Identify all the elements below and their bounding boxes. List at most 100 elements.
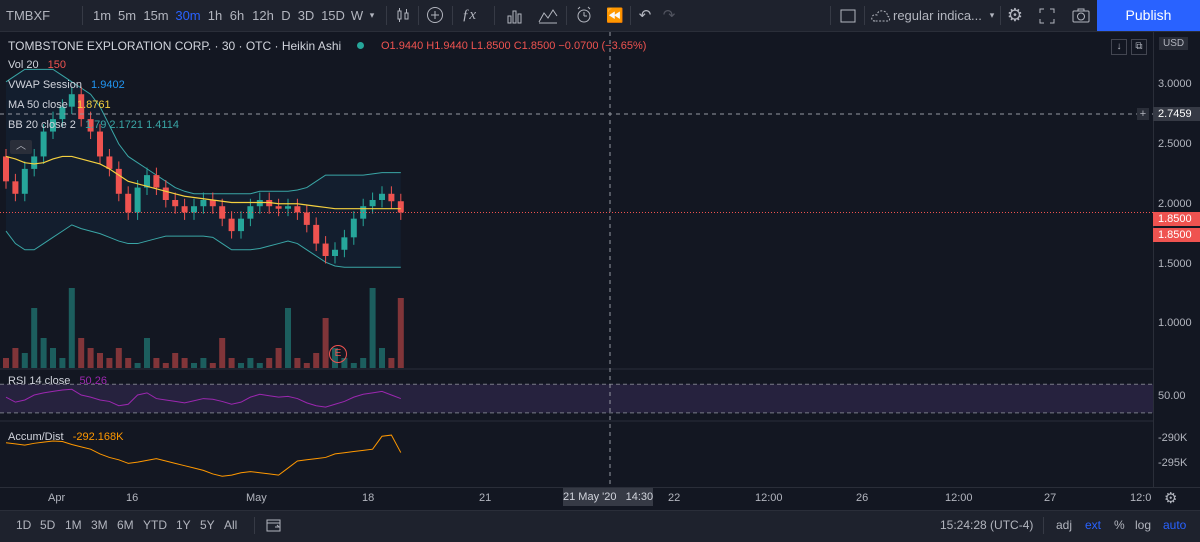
interval-dropdown-icon[interactable]: ▾ xyxy=(369,10,375,20)
candle-body xyxy=(125,193,132,213)
interval-15d[interactable]: 15D xyxy=(321,8,345,23)
interval-1h[interactable]: 1h xyxy=(207,8,223,23)
ma-legend-value: 1.8761 xyxy=(76,99,111,111)
candle-body xyxy=(134,187,141,213)
volume-bar xyxy=(31,308,38,368)
earnings-marker-icon[interactable]: E xyxy=(329,345,347,363)
layout-icon[interactable] xyxy=(838,0,858,31)
add-alert-plus-icon[interactable]: + xyxy=(1137,108,1149,120)
publish-button[interactable]: Publish xyxy=(1097,0,1200,31)
interval-d[interactable]: D xyxy=(281,8,291,23)
range-1d[interactable]: 1D xyxy=(16,518,32,532)
candle-body xyxy=(341,237,348,250)
range-ytd[interactable]: YTD xyxy=(143,518,167,532)
chevron-down-icon[interactable]: ▾ xyxy=(989,10,995,20)
volume-bar xyxy=(200,358,207,368)
collapse-legend-icon[interactable]: ︿ xyxy=(10,140,32,154)
range-3m[interactable]: 3M xyxy=(91,518,108,532)
interval-15m[interactable]: 15m xyxy=(143,8,169,23)
volume-bar xyxy=(181,358,188,368)
range-1m[interactable]: 1M xyxy=(65,518,82,532)
rsi-axis-label: 50.00 xyxy=(1158,390,1186,402)
candle-body xyxy=(59,106,66,120)
go-to-date-icon[interactable] xyxy=(266,518,282,536)
volume-bar xyxy=(303,363,310,368)
alert-icon[interactable] xyxy=(572,0,596,31)
compare-add-icon[interactable] xyxy=(424,0,446,31)
range-5d[interactable]: 5D xyxy=(40,518,56,532)
volume-bar xyxy=(341,358,348,368)
time-label: 12:00 xyxy=(755,492,783,504)
range-1y[interactable]: 1Y xyxy=(176,518,191,532)
price-axis[interactable] xyxy=(1153,32,1200,487)
indicator-lines xyxy=(5,155,401,210)
symbol-search[interactable]: TMBXF xyxy=(6,8,51,23)
interval-6h[interactable]: 6h xyxy=(229,8,245,23)
interval-1m[interactable]: 1m xyxy=(92,8,112,23)
settings-gear-icon[interactable]: ⚙ xyxy=(1006,5,1024,25)
range-6m[interactable]: 6M xyxy=(117,518,134,532)
ma-legend[interactable]: MA 50 close 1.8761 xyxy=(8,99,111,111)
replay-icon[interactable]: ⏪ xyxy=(606,7,624,23)
indicator-template-select[interactable]: regular indica... xyxy=(893,8,982,23)
time-label: 27 xyxy=(1044,492,1057,504)
camera-snapshot-icon[interactable] xyxy=(1070,0,1092,31)
rsi-legend[interactable]: RSI 14 close 50.26 xyxy=(8,375,107,387)
grid-lines xyxy=(0,368,1153,422)
volume-bar xyxy=(275,348,282,368)
accum-dist-line xyxy=(5,434,402,477)
volume-bar xyxy=(3,358,9,368)
undo-icon[interactable]: ↶ xyxy=(638,7,652,24)
fullscreen-icon[interactable] xyxy=(1036,0,1058,31)
candle-body xyxy=(87,119,94,132)
volume-bar xyxy=(40,338,47,368)
toggle-log[interactable]: log xyxy=(1135,518,1152,532)
market-status-dot xyxy=(357,42,364,49)
interval-12h[interactable]: 12h xyxy=(252,8,274,23)
toggle-adj[interactable]: adj xyxy=(1056,518,1073,532)
indicators-icon[interactable]: ƒx xyxy=(461,7,477,23)
symbol-title: TOMBSTONE EXPLORATION CORP. · 30 · OTC ·… xyxy=(8,39,342,53)
interval-3d[interactable]: 3D xyxy=(297,8,315,23)
time-label: May xyxy=(246,492,267,504)
range-5y[interactable]: 5Y xyxy=(200,518,215,532)
candle-body xyxy=(12,181,19,194)
toolbar-divider xyxy=(630,6,631,25)
accum-dist-legend-value: -292.168K xyxy=(72,431,124,443)
redo-icon[interactable]: ↷ xyxy=(662,7,676,24)
cloud-icon xyxy=(870,0,892,31)
candle-body xyxy=(40,131,47,157)
rsi-line xyxy=(5,388,401,408)
volume-legend[interactable]: Vol 20 150 xyxy=(8,59,66,71)
volume-bar xyxy=(106,358,113,368)
maximize-pane-icon[interactable]: ⧉ xyxy=(1131,39,1147,55)
time-label: 12:00 xyxy=(945,492,973,504)
volume-bar xyxy=(350,363,357,368)
toggle-auto[interactable]: auto xyxy=(1163,518,1187,532)
volume-bar xyxy=(256,363,263,368)
clock-timezone[interactable]: 15:24:28 (UTC-4) xyxy=(940,518,1034,532)
time-label: 21 xyxy=(479,492,492,504)
candle-body xyxy=(379,193,385,200)
candles-icon[interactable] xyxy=(394,0,412,31)
candle-body xyxy=(181,206,188,213)
toggle-percent[interactable]: % xyxy=(1114,518,1125,532)
candle-body xyxy=(303,212,310,225)
bb-legend[interactable]: BB 20 close 2 1.79 2.1721 1.4114 xyxy=(8,119,179,131)
accum-dist-legend[interactable]: Accum/Dist -292.168K xyxy=(8,431,123,443)
axis-settings-gear-icon[interactable]: ⚙ xyxy=(1164,490,1178,507)
chart-pane[interactable] xyxy=(0,32,1153,487)
scroll-down-icon[interactable]: ↓ xyxy=(1111,39,1127,55)
time-axis[interactable] xyxy=(0,487,1200,510)
interval-w[interactable]: W xyxy=(350,8,364,23)
interval-5m[interactable]: 5m xyxy=(117,8,137,23)
vwap-legend[interactable]: VWAP Session 1.9402 xyxy=(8,79,125,91)
financials-icon[interactable] xyxy=(504,0,526,31)
last-price-tag-2: 1.8500 xyxy=(1153,228,1200,242)
range-all[interactable]: All xyxy=(224,518,238,532)
price-label: 3.0000 xyxy=(1158,78,1192,90)
interval-30m[interactable]: 30m xyxy=(175,8,201,23)
candle-body xyxy=(313,224,320,244)
templates-icon[interactable] xyxy=(536,0,560,31)
toggle-ext[interactable]: ext xyxy=(1085,518,1102,532)
